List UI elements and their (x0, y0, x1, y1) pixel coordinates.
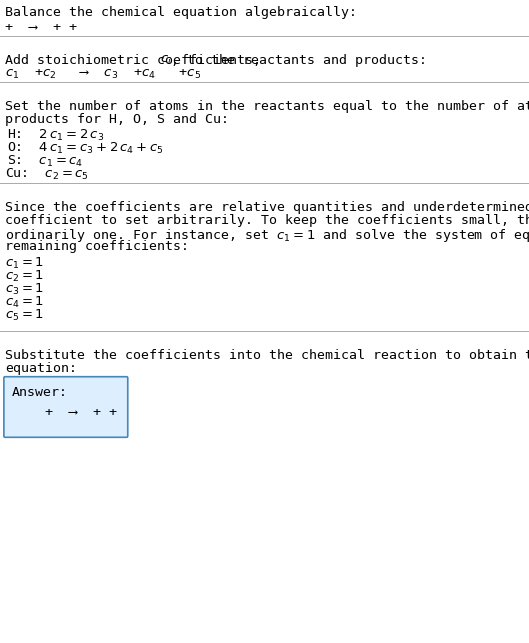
Text: O:  $4\,c_1 = c_3 + 2\,c_4 + c_5$: O: $4\,c_1 = c_3 + 2\,c_4 + c_5$ (7, 141, 164, 156)
Text: Cu:  $c_2 = c_5$: Cu: $c_2 = c_5$ (5, 167, 89, 182)
Text: coefficient to set arbitrarily. To keep the coefficients small, the arbitrary va: coefficient to set arbitrarily. To keep … (5, 214, 529, 227)
Text: Set the number of atoms in the reactants equal to the number of atoms in the: Set the number of atoms in the reactants… (5, 100, 529, 113)
Text: Since the coefficients are relative quantities and underdetermined, choose a: Since the coefficients are relative quan… (5, 201, 529, 214)
Text: $c_2 = 1$: $c_2 = 1$ (5, 269, 44, 284)
Text: S:  $c_1 = c_4$: S: $c_1 = c_4$ (7, 154, 84, 169)
Text: Balance the chemical equation algebraically:: Balance the chemical equation algebraica… (5, 6, 357, 19)
Text: +  ⟶  + +: + ⟶ + + (5, 21, 77, 34)
Text: $c_i$: $c_i$ (160, 54, 171, 67)
Text: remaining coefficients:: remaining coefficients: (5, 240, 189, 253)
FancyBboxPatch shape (4, 377, 128, 437)
Text: $c_5 = 1$: $c_5 = 1$ (5, 308, 44, 323)
Text: , to the reactants and products:: , to the reactants and products: (171, 54, 427, 67)
Text: Substitute the coefficients into the chemical reaction to obtain the balanced: Substitute the coefficients into the che… (5, 349, 529, 362)
Text: Answer:: Answer: (12, 386, 68, 399)
Text: $c_1 = 1$: $c_1 = 1$ (5, 256, 44, 271)
Text: $c_4 = 1$: $c_4 = 1$ (5, 295, 44, 310)
Text: $c_3 = 1$: $c_3 = 1$ (5, 282, 44, 297)
Text: Add stoichiometric coefficients,: Add stoichiometric coefficients, (5, 54, 269, 67)
Text: ordinarily one. For instance, set $c_1 = 1$ and solve the system of equations fo: ordinarily one. For instance, set $c_1 =… (5, 227, 529, 244)
Text: H:  $2\,c_1 = 2\,c_3$: H: $2\,c_1 = 2\,c_3$ (7, 128, 105, 143)
Text: equation:: equation: (5, 362, 77, 375)
Text: products for H, O, S and Cu:: products for H, O, S and Cu: (5, 113, 229, 126)
Text: +  ⟶  + +: + ⟶ + + (21, 406, 117, 419)
Text: $c_1$  +$c_2$   ⟶  $c_3$  +$c_4$   +$c_5$: $c_1$ +$c_2$ ⟶ $c_3$ +$c_4$ +$c_5$ (5, 68, 201, 81)
